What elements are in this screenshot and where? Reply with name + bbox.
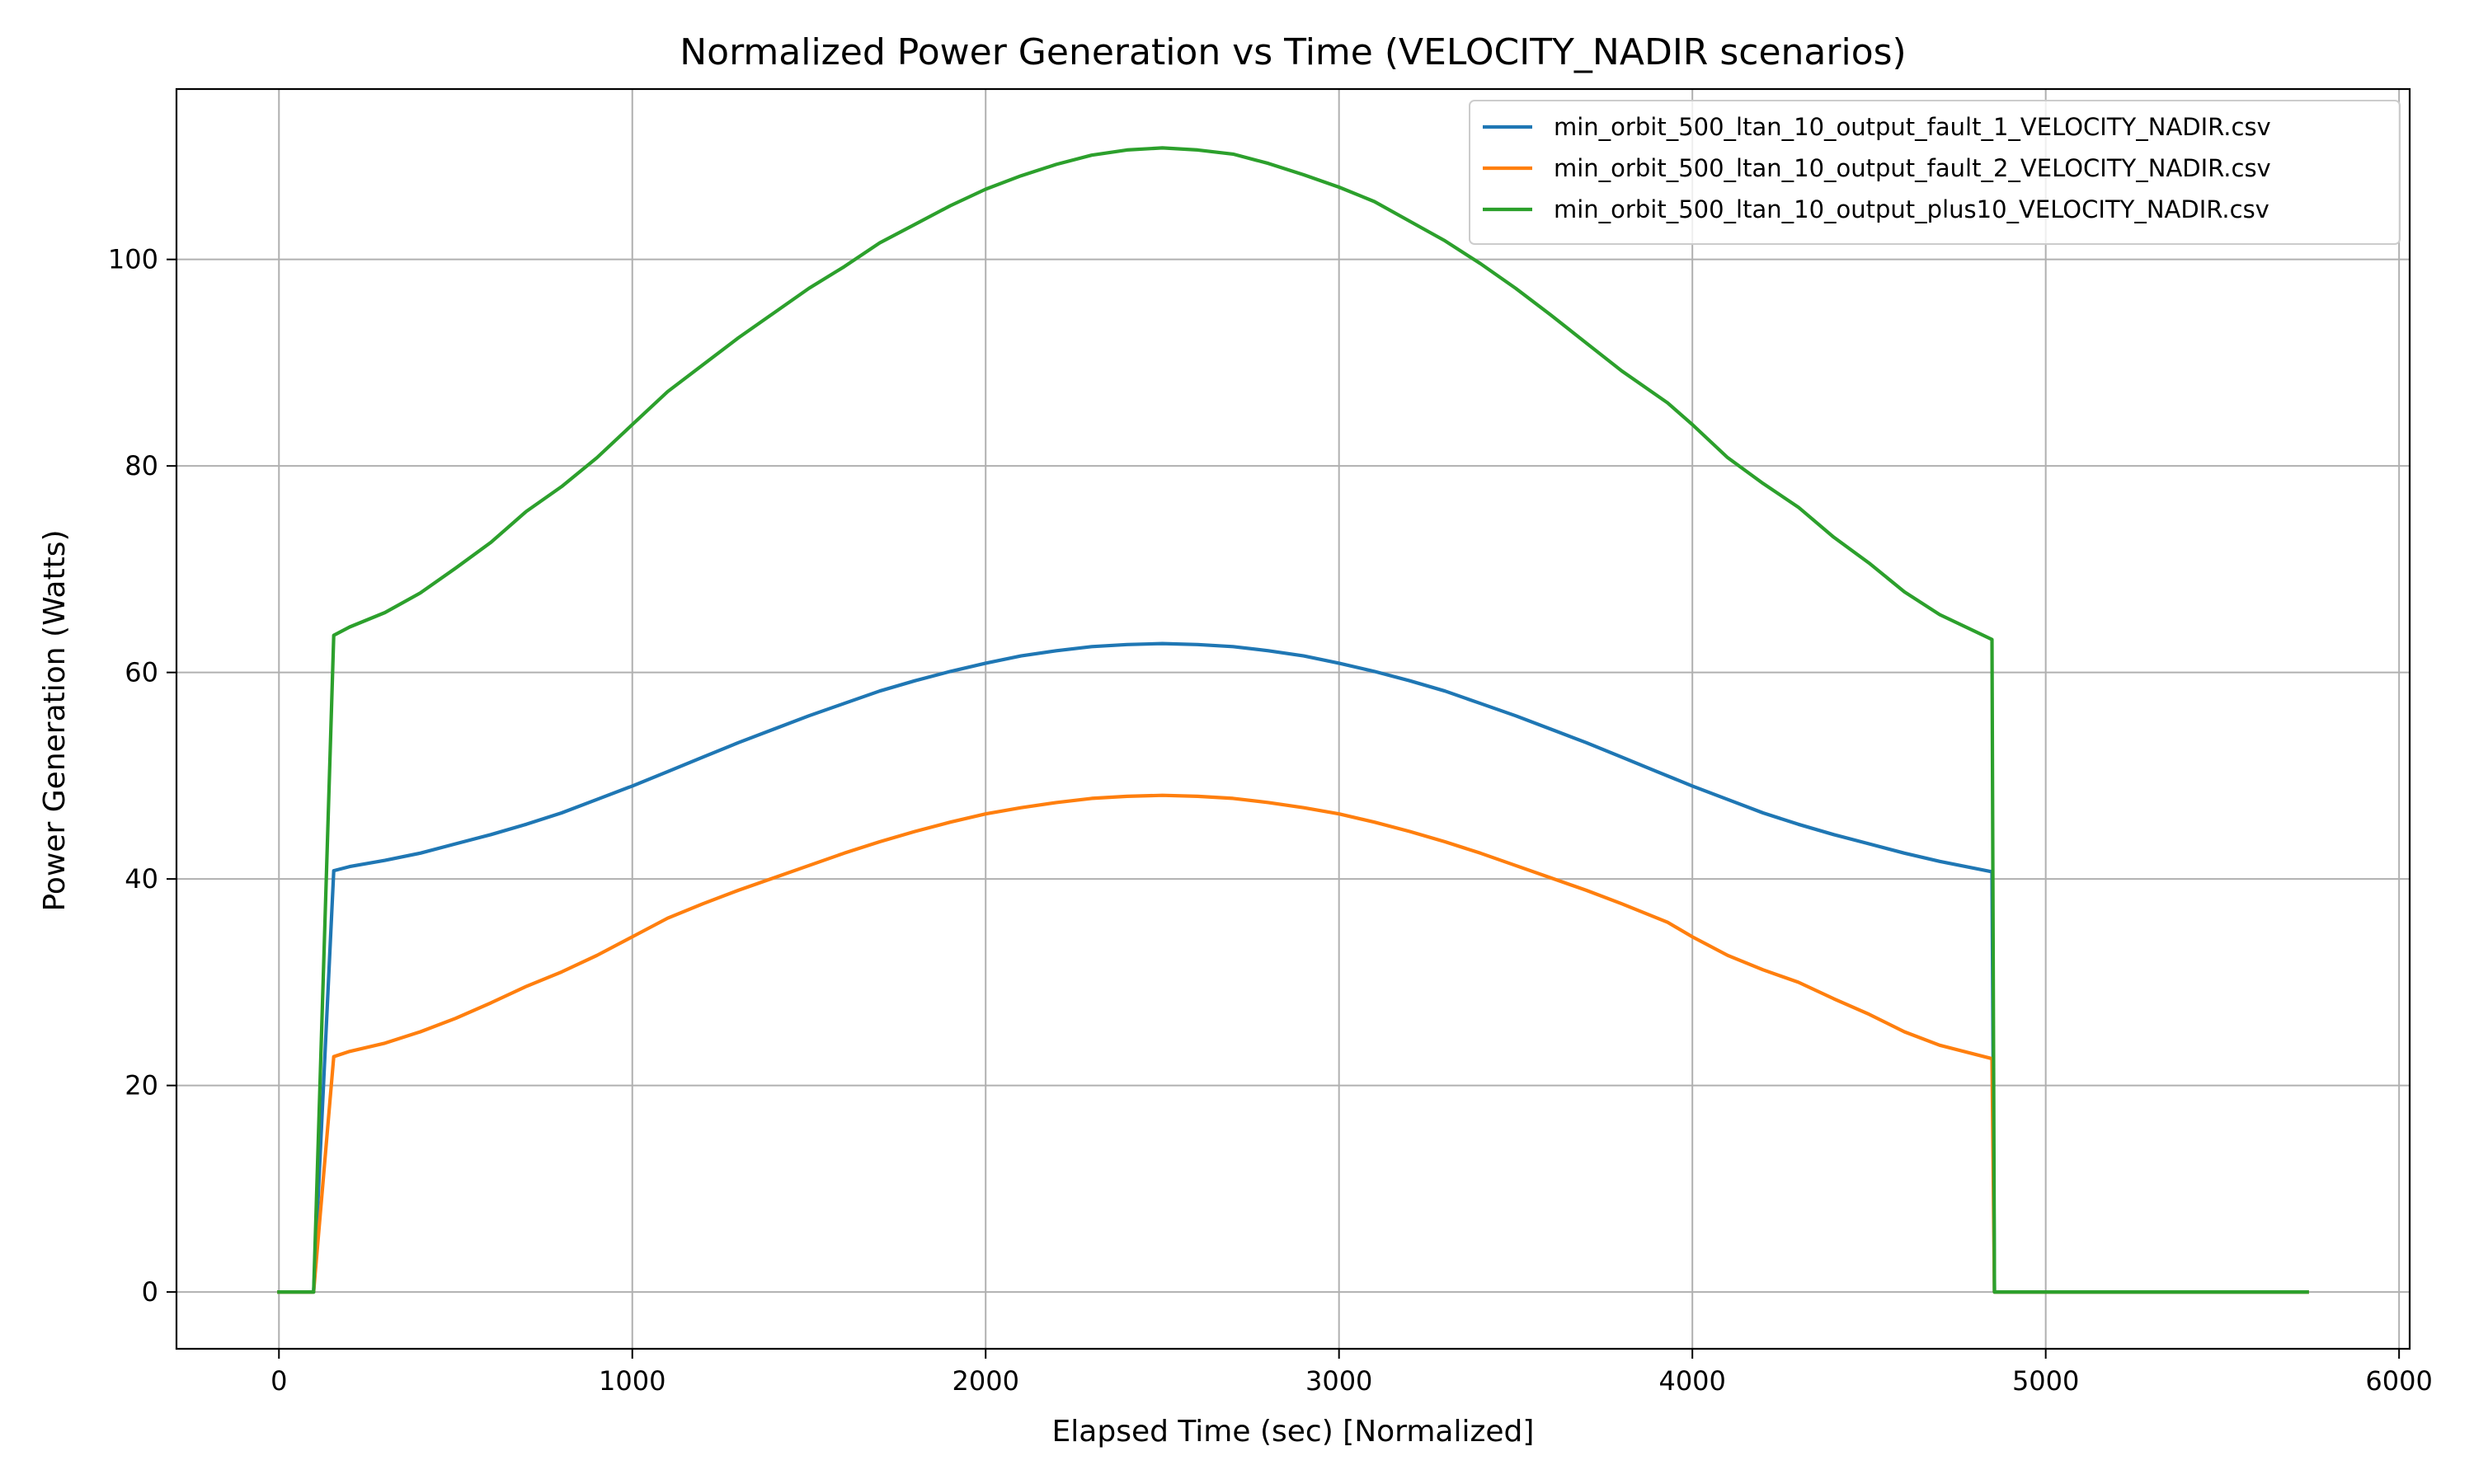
series-lines xyxy=(277,146,2309,1294)
y-tick-label: 80 xyxy=(125,450,158,481)
chart-title: Normalized Power Generation vs Time (VEL… xyxy=(680,31,1906,73)
y-tick-label: 60 xyxy=(125,657,158,688)
series-line-3 xyxy=(277,146,2309,1294)
legend: min_orbit_500_ltan_10_output_fault_1_VEL… xyxy=(1469,100,2401,245)
legend-label-2: min_orbit_500_ltan_10_output_fault_2_VEL… xyxy=(1554,154,2271,182)
y-axis-label: Power Generation (Watts) xyxy=(38,530,72,912)
x-tick-label: 2000 xyxy=(952,1365,1019,1397)
plot-area-frame xyxy=(175,87,2411,1350)
axis-ticks: 0 1000 2000 3000 4000 5000 6000 0 20 40 60 80 100 xyxy=(108,244,2433,1397)
x-tick-label: 0 xyxy=(270,1365,287,1397)
y-tick-label: 20 xyxy=(125,1070,158,1101)
grid-lines xyxy=(176,89,2410,1349)
x-tick-label: 5000 xyxy=(2012,1365,2079,1397)
x-tick-label: 1000 xyxy=(599,1365,666,1397)
legend-label-3: min_orbit_500_ltan_10_output_plus10_VELO… xyxy=(1554,195,2269,223)
y-tick-label: 0 xyxy=(142,1276,158,1308)
y-tick-label: 100 xyxy=(108,244,158,275)
series-line-2 xyxy=(277,793,2309,1294)
legend-box xyxy=(1469,100,2401,245)
x-tick-label: 6000 xyxy=(2365,1365,2432,1397)
legend-label-1: min_orbit_500_ltan_10_output_fault_1_VEL… xyxy=(1554,113,2271,141)
y-tick-label: 40 xyxy=(125,863,158,895)
x-tick-label: 4000 xyxy=(1658,1365,1725,1397)
x-tick-label: 3000 xyxy=(1305,1365,1372,1397)
x-axis-label: Elapsed Time (sec) [Normalized] xyxy=(1052,1415,1535,1449)
series-line-1 xyxy=(277,641,2309,1294)
